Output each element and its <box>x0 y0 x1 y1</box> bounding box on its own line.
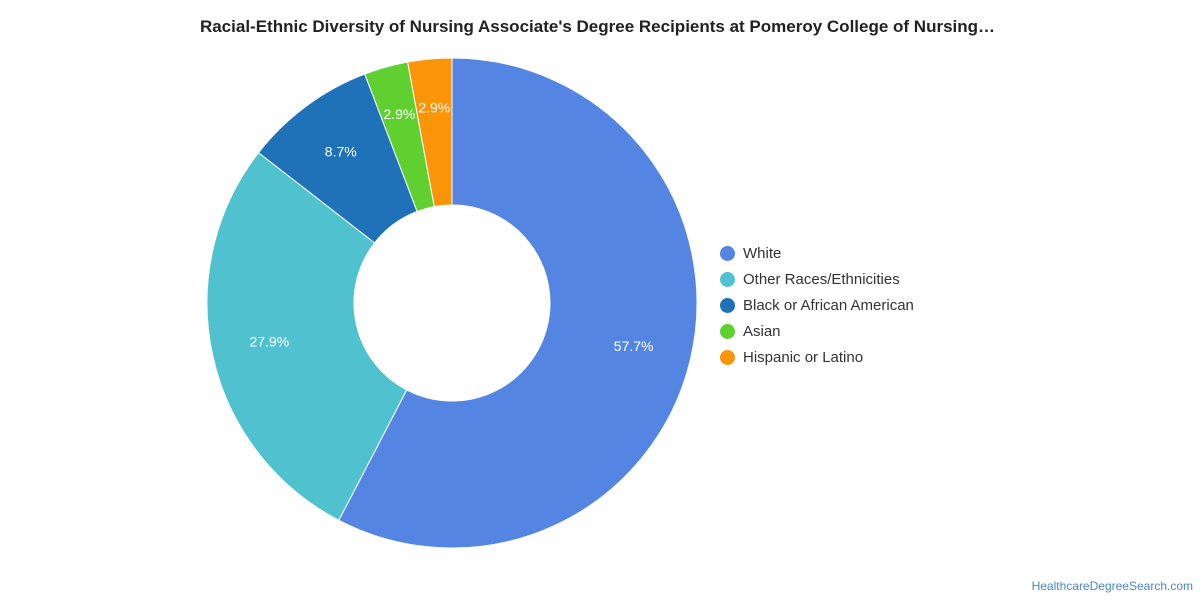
legend-item[interactable]: Hispanic or Latino <box>720 344 914 370</box>
legend-label: Asian <box>743 322 781 340</box>
chart-title: Racial-Ethnic Diversity of Nursing Assoc… <box>199 17 996 36</box>
legend-swatch <box>720 271 735 287</box>
legend-swatch <box>720 297 735 313</box>
legend-label: White <box>743 244 782 262</box>
slice-label: 27.9% <box>249 334 289 350</box>
legend-label: Black or African American <box>743 296 914 314</box>
legend-swatch <box>720 323 735 339</box>
legend-item[interactable]: Other Races/Ethnicities <box>720 266 914 292</box>
slice-label: 57.7% <box>614 338 654 354</box>
legend-label: Other Races/Ethnicities <box>743 270 900 288</box>
legend-item[interactable]: Asian <box>720 318 914 344</box>
legend-item[interactable]: White <box>720 240 914 266</box>
legend-item[interactable]: Black or African American <box>720 292 914 318</box>
slice-white[interactable] <box>338 57 698 549</box>
chart-legend: White Other Races/Ethnicities Black or Afr… <box>720 240 914 370</box>
legend-swatch <box>720 245 735 261</box>
slice-label: 8.7% <box>325 143 357 159</box>
source-watermark[interactable]: HealthcareDegreeSearch.com <box>1031 579 1193 593</box>
slice-label: 2.9% <box>383 106 415 122</box>
legend-label: Hispanic or Latino <box>743 348 864 366</box>
slice-other-races-ethnicities[interactable] <box>206 151 408 521</box>
legend-swatch <box>720 349 735 365</box>
slice-label: 2.9% <box>418 100 450 116</box>
slice-hispanic-or-latino[interactable] <box>407 57 453 208</box>
